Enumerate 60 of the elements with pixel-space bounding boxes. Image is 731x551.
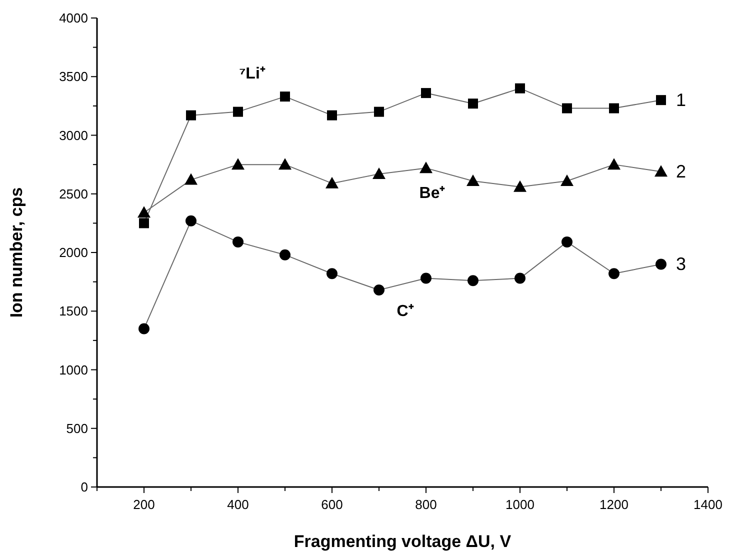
annotation: Be⁺ xyxy=(419,185,446,202)
point xyxy=(233,106,243,117)
point xyxy=(654,165,668,177)
y-tick-label: 3000 xyxy=(59,128,88,143)
point xyxy=(372,167,386,179)
point xyxy=(280,92,290,102)
y-tick-label: 1500 xyxy=(59,304,88,319)
point xyxy=(608,158,620,170)
point xyxy=(184,173,198,185)
x-tick-label: 1000 xyxy=(506,497,534,512)
point xyxy=(186,215,196,226)
series-label: 1 xyxy=(676,90,686,110)
point xyxy=(278,158,292,170)
point xyxy=(420,162,432,174)
point xyxy=(326,268,338,280)
y-tick-label: 0 xyxy=(80,480,88,494)
x-tick-label: 600 xyxy=(321,497,343,512)
point xyxy=(232,236,244,248)
x-tick-label: 800 xyxy=(415,497,437,512)
point xyxy=(374,106,384,117)
y-tick-label: 3500 xyxy=(59,69,88,84)
x-axis-title: Fragmenting voltage ΔU, V xyxy=(294,532,512,551)
point xyxy=(138,323,150,334)
point xyxy=(374,284,384,296)
x-tick-label: 1400 xyxy=(694,497,722,512)
y-axis-title: Ion number, cps xyxy=(7,187,26,318)
y-tick-label: 2500 xyxy=(59,186,88,202)
series-label: 2 xyxy=(676,162,686,182)
point xyxy=(326,176,338,188)
point xyxy=(421,88,431,98)
point xyxy=(656,95,666,106)
point xyxy=(609,103,619,114)
point xyxy=(327,110,337,120)
point xyxy=(468,98,478,109)
point xyxy=(138,206,150,218)
point xyxy=(232,158,244,170)
point xyxy=(608,268,620,280)
point xyxy=(515,83,525,94)
point xyxy=(466,174,480,186)
y-tick-label: 500 xyxy=(66,420,88,436)
series-label: 3 xyxy=(676,254,686,274)
point xyxy=(514,272,526,284)
y-tick-label: 1000 xyxy=(59,362,88,378)
point xyxy=(186,110,196,120)
point xyxy=(468,275,478,286)
point xyxy=(560,174,574,186)
x-tick-label: 1200 xyxy=(600,497,628,512)
point xyxy=(562,236,572,248)
point xyxy=(562,103,572,114)
annotation: ⁷Li⁺ xyxy=(239,66,266,83)
annotation: C⁺ xyxy=(396,303,414,320)
x-tick-label: 200 xyxy=(133,497,155,512)
y-tick-label: 4000 xyxy=(59,10,88,26)
x-tick-label: 400 xyxy=(227,497,249,512)
point xyxy=(420,272,432,284)
point xyxy=(656,258,666,270)
point xyxy=(139,218,149,228)
point xyxy=(280,249,290,260)
y-tick-label: 2000 xyxy=(59,245,88,260)
point xyxy=(514,180,526,192)
